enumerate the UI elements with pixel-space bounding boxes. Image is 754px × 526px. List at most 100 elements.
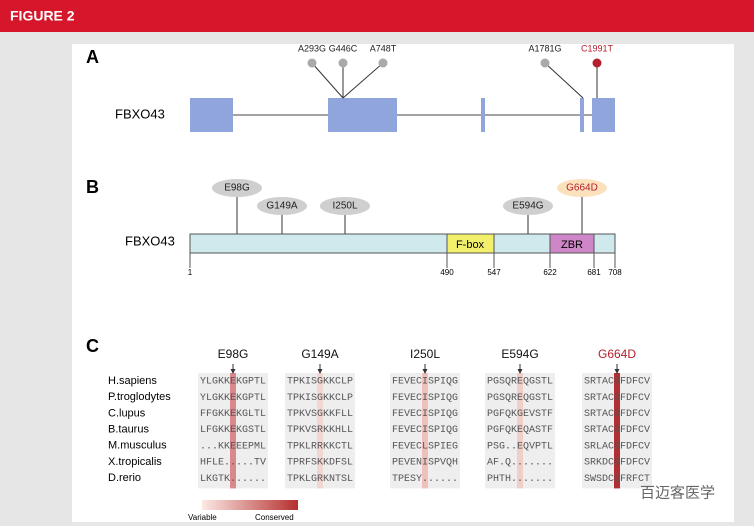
position-label: 1 xyxy=(188,268,193,277)
variant-label: G446C xyxy=(329,43,358,53)
sequence: PGFQKGEVSTF xyxy=(487,409,553,420)
variant-badge xyxy=(557,179,607,197)
arrow-head xyxy=(230,369,236,374)
sequence: TPESY...... xyxy=(392,474,458,485)
gene-name: FBXO43 xyxy=(125,233,175,248)
panel-label: B xyxy=(86,177,99,197)
conserved-column xyxy=(614,373,620,489)
variant-stem xyxy=(311,62,344,99)
exon xyxy=(592,98,615,132)
variant-label: A1781G xyxy=(528,43,561,53)
watermark: 百迈客医学 xyxy=(640,484,715,502)
domain-label: F-box xyxy=(456,239,485,251)
sequence: PGFQKEQASTF xyxy=(487,425,553,436)
sequence: TPKISGKKCLP xyxy=(287,377,353,388)
variant-label: E594G xyxy=(512,201,543,212)
arrow-head xyxy=(614,369,620,374)
variant-head xyxy=(540,58,550,68)
sequence: FEVECISPIQG xyxy=(392,425,458,436)
sequence: FEVECLSPIEG xyxy=(392,441,458,452)
arrow-head xyxy=(317,369,323,374)
sequence: SRTACGFDFCV xyxy=(584,425,650,436)
sequence: SRLACGFDFCV xyxy=(584,441,650,452)
sequence: SWSDCGFRFCT xyxy=(584,474,650,485)
position-label: 490 xyxy=(440,268,454,277)
species-name: C.lupus xyxy=(108,407,146,419)
position-label: 547 xyxy=(487,268,501,277)
sequence: PGSQREQGSTL xyxy=(487,377,553,388)
legend-gradient xyxy=(202,500,298,510)
variant-stem xyxy=(544,62,584,99)
variant-badge xyxy=(503,197,553,215)
figure-title: FIGURE 2 xyxy=(10,8,75,24)
variant-label: E98G xyxy=(224,183,250,194)
sequence: TPKLGRKNTSL xyxy=(287,474,353,485)
panel-label: C xyxy=(86,336,99,356)
conserved-column xyxy=(422,373,428,489)
variant-head xyxy=(307,58,317,68)
variant-label: I250L xyxy=(332,201,357,212)
sequence: PSG..EQVPTL xyxy=(487,441,553,452)
exon xyxy=(481,98,485,132)
sequence: YLGKKEKGPTL xyxy=(200,393,266,404)
variant-badge xyxy=(320,197,370,215)
sequence: SRTACGFDFCV xyxy=(584,393,650,404)
sequence: LKGTK...... xyxy=(200,474,266,485)
variant-label: G664D xyxy=(566,183,598,194)
header-bar xyxy=(0,0,754,32)
variant-stem xyxy=(342,62,384,99)
exon xyxy=(328,98,397,132)
variant-head xyxy=(592,58,602,68)
variant-header: G664D xyxy=(598,347,636,361)
domain xyxy=(549,233,595,254)
variant-head xyxy=(338,58,348,68)
legend-label: Conserved xyxy=(255,513,294,522)
position-label: 622 xyxy=(543,268,557,277)
sequence: SRTACGFDFCV xyxy=(584,377,650,388)
sequence: AF.Q....... xyxy=(487,458,553,469)
protein xyxy=(189,233,616,254)
species-name: H.sapiens xyxy=(108,375,157,387)
variant-label: C1991T xyxy=(581,43,614,53)
conserved-column xyxy=(317,373,323,489)
sequence: ...KKEEEPML xyxy=(200,441,266,452)
variant-badge xyxy=(212,179,262,197)
variant-header: I250L xyxy=(410,347,440,361)
sequence: SRKDCGFDFCV xyxy=(584,458,650,469)
sequence: PHTH....... xyxy=(487,474,553,485)
sequence: TPKLRRKKCTL xyxy=(287,441,353,452)
sequence: PEVENISPVQH xyxy=(392,458,458,469)
panel-label: A xyxy=(86,47,99,67)
sequence: FEVECISPIQG xyxy=(392,377,458,388)
sequence: HFLE.....TV xyxy=(200,458,266,469)
sequence: TPKISGKKCLP xyxy=(287,393,353,404)
sequence: FEVECISPIQG xyxy=(392,393,458,404)
species-name: M.musculus xyxy=(108,440,167,452)
sequence: TPKVSGKKFLL xyxy=(287,409,353,420)
domain xyxy=(446,233,495,254)
sequence: TPKVSRKKHLL xyxy=(287,425,353,436)
legend-label: Variable xyxy=(188,513,217,522)
species-name: D.rerio xyxy=(108,472,141,484)
position-label: 708 xyxy=(608,268,622,277)
sequence: LFGKKEKGSTL xyxy=(200,425,266,436)
variant-label: A293G xyxy=(298,43,326,53)
species-name: X.tropicalis xyxy=(108,456,162,468)
species-name: P.troglodytes xyxy=(108,391,171,403)
variant-label: A748T xyxy=(370,43,397,53)
sequence: TPRFSKKDFSL xyxy=(287,458,353,469)
sequence: SRTACGFDFCV xyxy=(584,409,650,420)
species-name: B.taurus xyxy=(108,424,149,436)
arrow-head xyxy=(517,369,523,374)
sequence: YLGKKEKGPTL xyxy=(200,377,266,388)
domain-label: ZBR xyxy=(561,239,583,251)
sequence: PGSQREQGSTL xyxy=(487,393,553,404)
variant-badge xyxy=(257,197,307,215)
sequence: FEVECISPIQG xyxy=(392,409,458,420)
conserved-column xyxy=(230,373,236,489)
variant-header: E98G xyxy=(218,347,249,361)
position-label: 681 xyxy=(587,268,601,277)
variant-header: E594G xyxy=(501,347,538,361)
variant-head xyxy=(378,58,388,68)
